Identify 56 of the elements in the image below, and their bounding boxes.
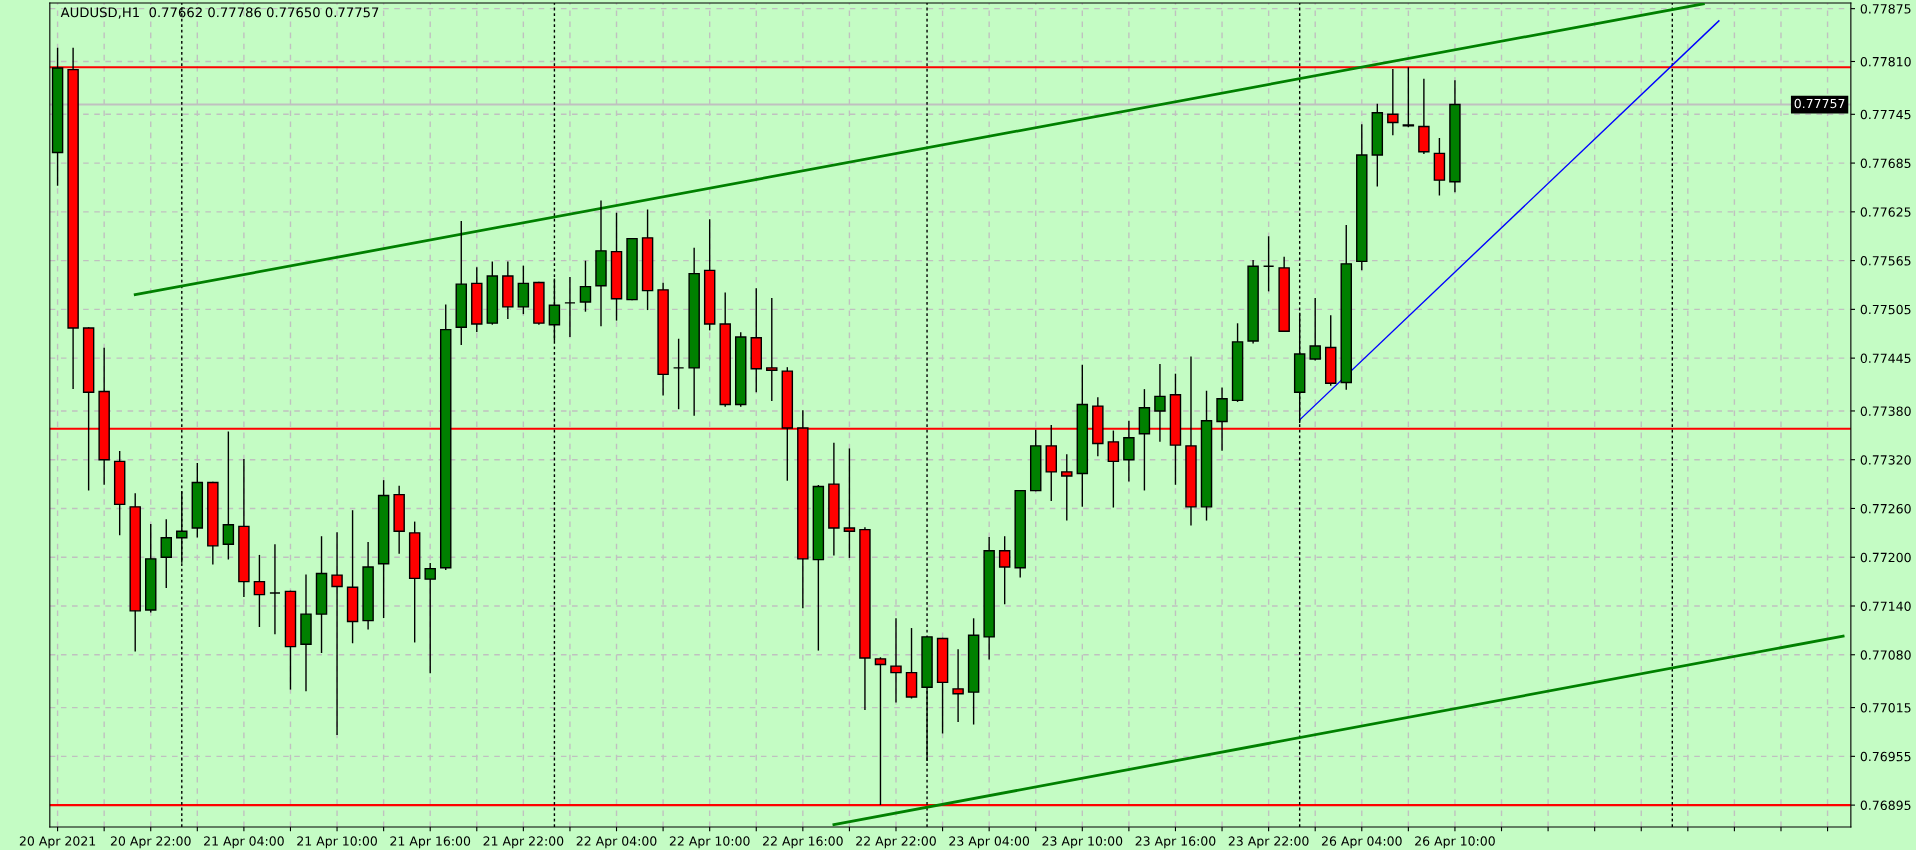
y-tick-label: 0.77685 <box>1860 158 1911 168</box>
y-tick-label: 0.77505 <box>1860 304 1911 315</box>
x-tick-label: 22 Apr 16:00 <box>763 836 843 849</box>
candlestick <box>952 649 964 723</box>
y-tick-label: 0.77875 <box>1860 4 1911 14</box>
y-tick-label: 0.77080 <box>1860 650 1911 660</box>
candlestick <box>1262 236 1275 292</box>
x-tick-label: 23 Apr 04:00 <box>949 836 1030 849</box>
chart-title: AUDUSD,H1 0.77662 0.77786 0.77650 0.77757 <box>60 7 379 19</box>
y-tick-label: 0.77320 <box>1860 455 1911 465</box>
candlestick <box>890 618 902 703</box>
x-tick-label: 23 Apr 22:00 <box>1228 836 1309 849</box>
x-tick-label: 22 Apr 22:00 <box>856 836 936 849</box>
candlestick <box>1309 298 1321 361</box>
y-tick-label: 0.77445 <box>1860 353 1911 364</box>
candlestick <box>222 431 235 560</box>
y-tick-label: 0.76955 <box>1860 751 1911 762</box>
candlestick <box>564 276 576 337</box>
y-tick-label: 0.76895 <box>1860 800 1911 811</box>
candlestick <box>672 338 685 410</box>
candlestick <box>843 448 856 558</box>
candlestick <box>1123 420 1135 482</box>
y-tick-label: 0.77200 <box>1860 552 1911 563</box>
y-tick-label: 0.77260 <box>1860 503 1911 514</box>
candlestick <box>424 563 436 674</box>
x-tick-label: 22 Apr 04:00 <box>576 836 657 849</box>
x-tick-label: 21 Apr 22:00 <box>483 836 564 849</box>
y-tick-label: 0.77140 <box>1860 601 1911 611</box>
candlestick <box>1061 454 1073 521</box>
x-tick-label: 23 Apr 10:00 <box>1042 836 1123 849</box>
y-tick-label: 0.77745 <box>1860 109 1911 120</box>
ref-line-label: 0.77757 <box>1794 98 1845 109</box>
x-tick-label: 20 Apr 2021 <box>19 836 96 849</box>
y-tick-label: 0.77565 <box>1860 256 1911 266</box>
candlestick <box>160 519 173 588</box>
x-tick-label: 26 Apr 10:00 <box>1415 836 1495 849</box>
x-tick-label: 26 Apr 04:00 <box>1321 836 1402 849</box>
candlestick <box>253 554 266 628</box>
x-tick-label: 20 Apr 22:00 <box>110 836 191 849</box>
x-tick-label: 23 Apr 16:00 <box>1135 836 1216 849</box>
candlestick <box>998 536 1011 605</box>
candlestick <box>517 265 530 315</box>
x-tick-label: 21 Apr 10:00 <box>297 836 377 849</box>
y-tick-label: 0.77625 <box>1860 207 1911 217</box>
candlestick <box>1154 363 1166 442</box>
x-tick-label: 21 Apr 16:00 <box>390 836 471 849</box>
y-tick-label: 0.77810 <box>1860 56 1911 67</box>
candlestick <box>766 298 778 402</box>
x-tick-label: 21 Apr 04:00 <box>204 836 284 849</box>
x-tick-label: 22 Apr 10:00 <box>669 836 750 849</box>
candlestick <box>1216 387 1228 451</box>
candlestick <box>579 260 592 312</box>
y-tick-label: 0.77380 <box>1860 406 1911 416</box>
candlestick <box>331 532 343 736</box>
candlestick <box>269 544 281 635</box>
y-tick-label: 0.77015 <box>1860 703 1911 713</box>
